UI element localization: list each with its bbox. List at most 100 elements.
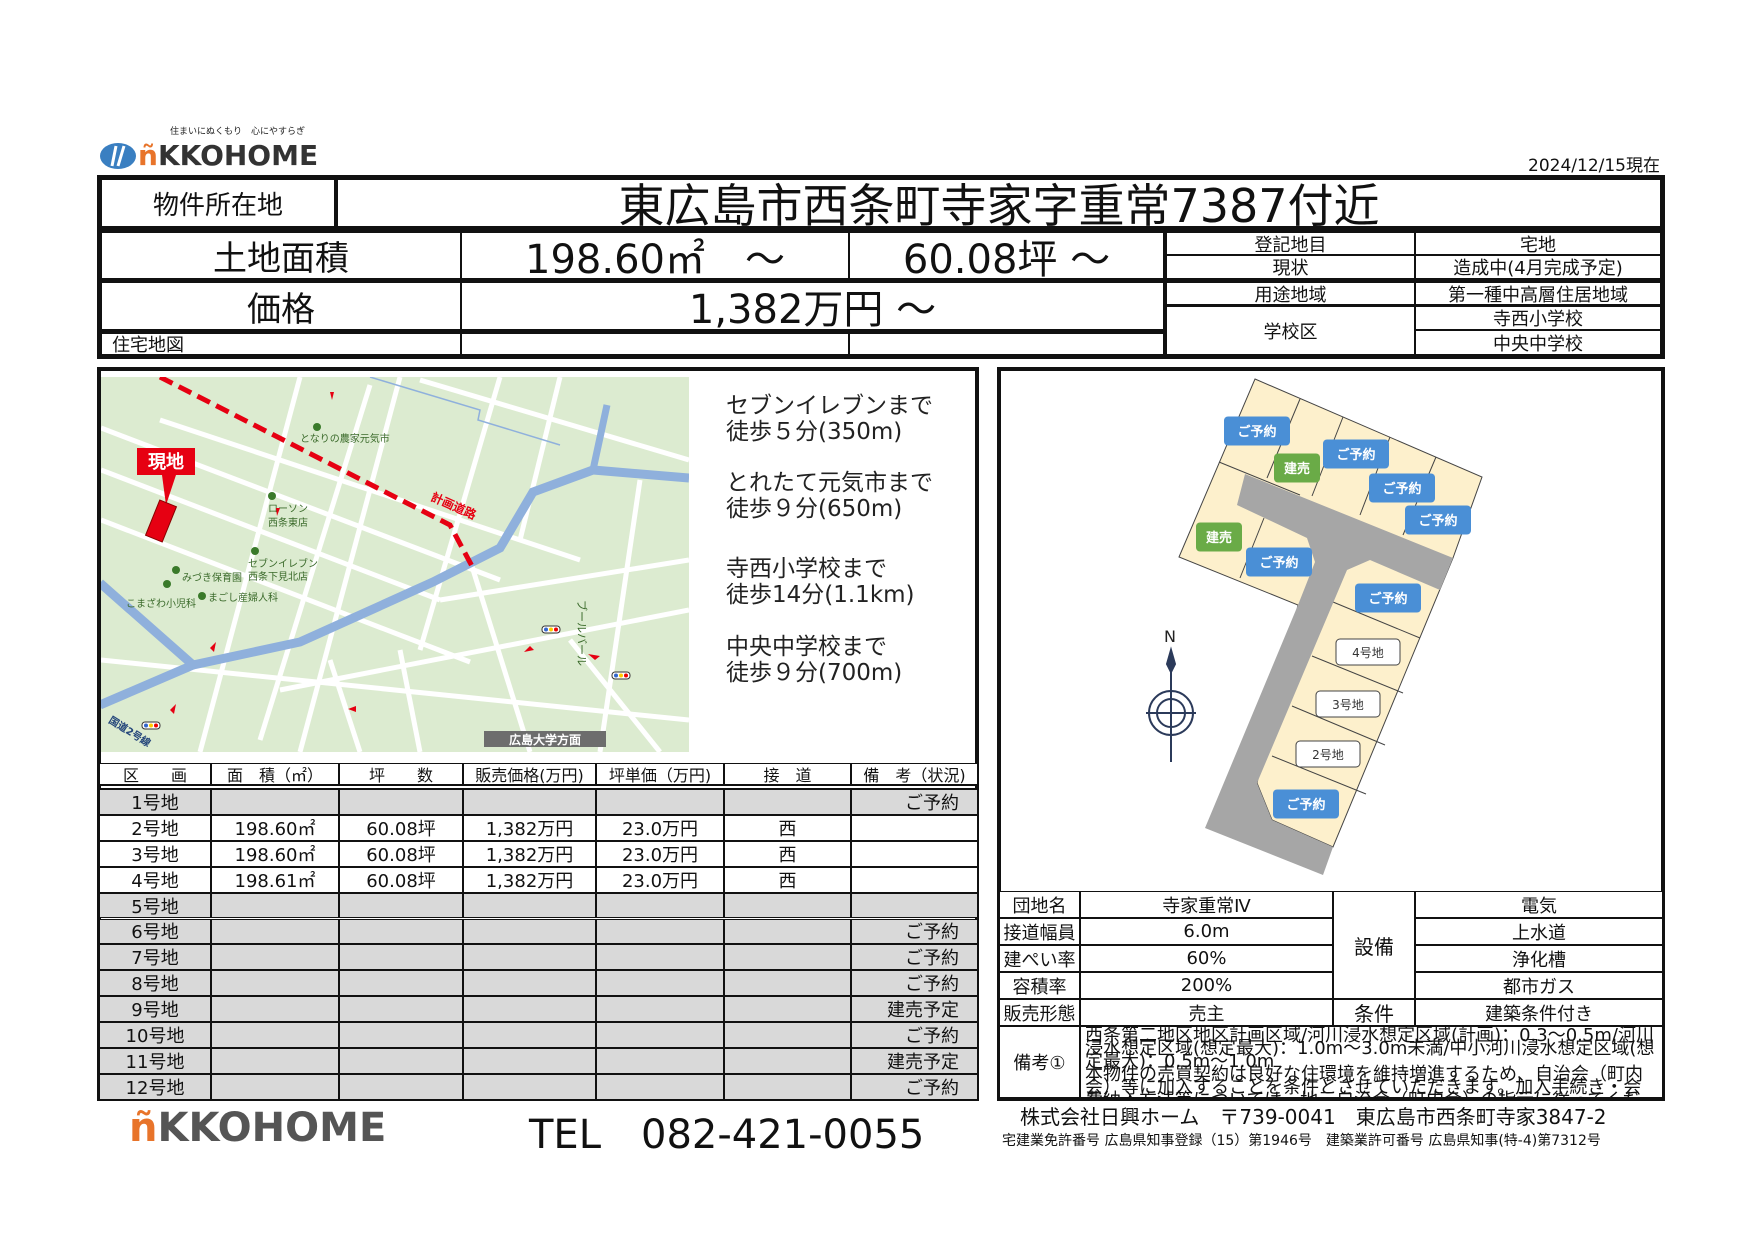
school-label: 学校区 <box>1166 306 1415 355</box>
facility-septic: 浄化槽 <box>1415 945 1663 972</box>
walk-dest: 寺西小学校まで <box>726 556 887 582</box>
table-cell-tsubo: 60.08坪 <box>339 866 463 893</box>
table-header: 区 画 <box>99 763 211 785</box>
table-cell-note <box>851 866 978 893</box>
lot-badge-label: ご予約 <box>1368 591 1407 607</box>
table-cell-road <box>724 918 851 945</box>
planned-road-line <box>158 377 476 570</box>
table-cell-area <box>211 789 339 815</box>
lot-badge-label: ご予約 <box>1418 513 1457 529</box>
place-seven-branch: 西条下見北店 <box>248 570 308 583</box>
table-cell-unit <box>596 892 724 919</box>
table-header: 坪単価（万円) <box>596 763 724 785</box>
company-address: 株式会社日興ホーム 〒739-0041 東広島市西条町寺家3847-2 <box>1020 1105 1607 1129</box>
notes-label: 備考① <box>999 1026 1080 1098</box>
table-cell-unit <box>596 996 724 1023</box>
table-cell-note: ご予約 <box>851 970 978 997</box>
north-label: N <box>1164 627 1176 646</box>
table-cell-unit <box>596 1022 724 1048</box>
lot-badge-label: 4号地 <box>1352 646 1384 660</box>
area-tsubo: 60.08坪 ～ <box>849 232 1164 279</box>
condition-label: 条件 <box>1333 999 1415 1026</box>
as-of-date: 2024/12/15現在 <box>1528 156 1660 176</box>
detail-value: 造成中(4月完成予定) <box>1415 255 1661 279</box>
table-cell-price <box>463 1022 596 1048</box>
table-cell-area <box>211 1048 339 1074</box>
table-cell-unit <box>596 944 724 971</box>
detail-label: 現状 <box>1166 255 1415 279</box>
lot-badge-label: 建売 <box>1284 461 1310 477</box>
table-cell-road <box>724 944 851 971</box>
table-cell-price: 1,382万円 <box>463 866 596 893</box>
table-cell-lot: 2号地 <box>99 814 211 841</box>
junior-high-school: 中央中学校 <box>1415 330 1661 355</box>
table-cell-tsubo: 60.08坪 <box>339 840 463 867</box>
table-cell-area <box>211 1022 339 1048</box>
table-cell-road <box>724 789 851 815</box>
direction-label: 広島大学方面 <box>509 732 581 747</box>
area-map: 計画道路 現地 となりの農家元気市 ローソン 西条東店 セブンイレブン 西条下見… <box>101 377 689 752</box>
table-cell-unit <box>596 1073 724 1100</box>
price-label: 価格 <box>101 282 461 330</box>
table-cell-unit <box>596 918 724 945</box>
table-cell-note <box>851 892 978 919</box>
table-cell-tsubo <box>339 918 463 945</box>
lot-badge <box>1405 505 1471 535</box>
table-cell-area: 198.60㎡ <box>211 840 339 867</box>
lot-badge <box>1323 439 1389 469</box>
table-cell-lot: 9号地 <box>99 996 211 1023</box>
phone-number: TEL 082-421-0055 <box>529 1112 925 1158</box>
table-cell-lot: 8号地 <box>99 970 211 997</box>
walk-seven: セブンイレブンまで 徒歩５分(350m) <box>726 393 933 445</box>
sale-type-label: 販売形態 <box>999 999 1080 1026</box>
table-cell-tsubo <box>339 996 463 1023</box>
lot-badge <box>1274 453 1320 483</box>
table-cell-tsubo: 60.08坪 <box>339 814 463 841</box>
table-header: 備 考（状況) <box>851 763 978 785</box>
table-cell-road <box>724 970 851 997</box>
table-cell-area <box>211 918 339 945</box>
table-cell-unit <box>596 789 724 815</box>
place-magoshi: まごし産婦人科 <box>208 591 278 604</box>
condition-value: 建築条件付き <box>1415 999 1663 1026</box>
price-value: 1,382万円 ～ <box>461 282 1164 330</box>
lot-badge-label: ご予約 <box>1237 424 1276 440</box>
site-label: 現地 <box>148 451 184 473</box>
walk-time: 徒歩14分(1.1km) <box>726 582 915 608</box>
info-value: 寺家重常Ⅳ <box>1080 891 1333 918</box>
header-divider <box>101 785 975 789</box>
place-tonari: となりの農家元気市 <box>300 432 390 445</box>
lot-badge <box>1369 473 1435 503</box>
blank-cell <box>461 333 849 355</box>
logo-rest: KKOHOME <box>157 138 319 172</box>
table-cell-note: ご予約 <box>851 944 978 971</box>
brand-logo: ñ KKOHOME <box>98 138 318 172</box>
table-cell-area <box>211 892 339 919</box>
table-cell-lot: 10号地 <box>99 1022 211 1048</box>
table-cell-price <box>463 789 596 815</box>
detail-value: 第一種中高層住居地域 <box>1415 282 1661 305</box>
traffic-lights <box>141 625 631 730</box>
lot-badge-label: ご予約 <box>1286 797 1325 813</box>
compass-icon <box>1146 646 1196 762</box>
info-label: 容積率 <box>999 972 1080 999</box>
sale-type-value: 売主 <box>1080 999 1333 1026</box>
table-cell-price <box>463 1048 596 1074</box>
table-cell-unit: 23.0万円 <box>596 814 724 841</box>
lot-badge <box>1355 583 1421 613</box>
site-marker <box>144 499 178 543</box>
place-lawson: ローソン <box>268 504 308 515</box>
location-value: 東広島市西条町寺家字重常7387付近 <box>337 179 1661 227</box>
site-label-box <box>137 448 195 475</box>
logo-mark-icon <box>100 143 136 169</box>
info-label: 接道幅員 <box>999 918 1080 945</box>
table-cell-tsubo <box>339 1073 463 1100</box>
detail-label: 用途地域 <box>1166 282 1415 305</box>
notes-association: 本物件の売買契約は良好な住環境を維持増進するため、自治会（町内会）等に加入するこ… <box>1085 1064 1643 1098</box>
table-cell-price <box>463 1073 596 1100</box>
walk-time: 徒歩９分(650m) <box>726 496 903 522</box>
table-cell-area <box>211 944 339 971</box>
table-cell-road <box>724 996 851 1023</box>
right-panel <box>997 367 1665 1101</box>
